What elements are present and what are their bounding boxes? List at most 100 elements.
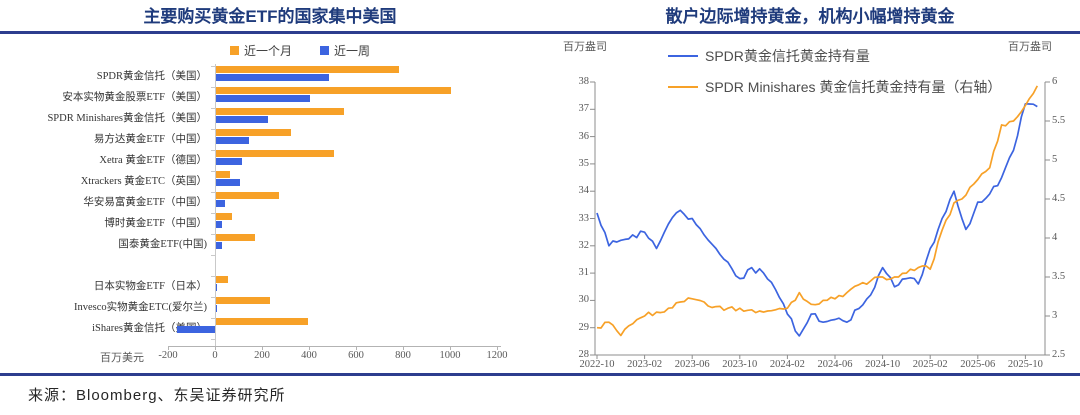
left-axis-tick-label: 33 bbox=[578, 212, 590, 224]
bar-row-tick bbox=[211, 171, 215, 172]
bar-category-label: 华安易富黄金ETF（中国） bbox=[83, 197, 207, 208]
bar-x-tick bbox=[450, 346, 451, 350]
x-axis-tick-label: 2025-10 bbox=[1007, 359, 1043, 370]
bar-category-label: 博时黄金ETF（中国） bbox=[104, 218, 207, 229]
bar-x-tick-label: 600 bbox=[348, 350, 364, 361]
bar-x-tick-label: 0 bbox=[212, 350, 218, 361]
bar-category-label: 日本实物金ETF（日本） bbox=[93, 281, 207, 292]
bar-x-tick bbox=[497, 346, 498, 350]
x-axis-tick-label: 2025-02 bbox=[912, 359, 948, 370]
bar-week bbox=[216, 74, 329, 81]
bar-week bbox=[216, 179, 240, 186]
bar-row-tick bbox=[211, 297, 215, 298]
bar-category-label: 易方达黄金ETF（中国） bbox=[93, 134, 207, 145]
bar-category-label: Invesco实物黄金ETC(爱尔兰) bbox=[74, 302, 207, 313]
bar-category-label: Xtrackers 黄金ETC（英国） bbox=[80, 176, 207, 187]
right-axis-tick-label: 2.5 bbox=[1052, 349, 1066, 360]
x-axis-tick-label: 2025-06 bbox=[960, 359, 996, 370]
bar-month bbox=[216, 192, 280, 199]
left-chart-unit-label: 百万美元 bbox=[100, 352, 144, 364]
bar-x-tick-label: -200 bbox=[158, 350, 178, 361]
bar-month bbox=[216, 108, 345, 115]
bar-x-tick-label: 1000 bbox=[439, 350, 461, 361]
x-axis-tick-label: 2024-02 bbox=[769, 359, 805, 370]
x-axis-tick-label: 2022-10 bbox=[579, 359, 615, 370]
left-chart-legend: 近一个月 近一周 bbox=[150, 42, 450, 59]
bar-row-tick bbox=[211, 339, 215, 340]
bar-x-tick-label: 800 bbox=[395, 350, 411, 361]
orange-square-icon bbox=[229, 46, 239, 55]
left-axis-tick-label: 35 bbox=[578, 157, 590, 169]
bar-row-tick bbox=[211, 213, 215, 214]
legend-item-week: 近一周 bbox=[320, 42, 370, 59]
bar-week bbox=[216, 305, 218, 312]
right-axis-tick-label: 5 bbox=[1052, 154, 1058, 165]
left-axis-tick-label: 38 bbox=[578, 76, 590, 87]
source-note: 来源：Bloomberg、东吴证券研究所 bbox=[28, 387, 286, 404]
bar-week bbox=[216, 242, 222, 249]
left-axis-tick-label: 37 bbox=[578, 103, 590, 115]
left-axis-tick-label: 29 bbox=[578, 321, 590, 333]
right-chart-left-axis-unit: 百万盎司 bbox=[563, 41, 607, 53]
bar-row-tick bbox=[211, 276, 215, 277]
right-axis-tick-label: 3.5 bbox=[1052, 271, 1066, 282]
bar-row-tick bbox=[211, 192, 215, 193]
right-axis-tick-label: 4.5 bbox=[1052, 193, 1066, 204]
bar-month bbox=[216, 171, 231, 178]
bar-category-label: 国泰黄金ETF(中国) bbox=[118, 239, 207, 250]
bar-month bbox=[216, 234, 255, 241]
bar-week bbox=[216, 221, 222, 228]
bar-row-tick bbox=[211, 87, 215, 88]
x-axis-tick-label: 2024-06 bbox=[817, 359, 853, 370]
bar-month bbox=[216, 150, 334, 157]
right-chart-legend: SPDR黄金信托黄金持有量 SPDR Minishares 黄金信托黄金持有量（… bbox=[668, 44, 1001, 106]
bar-row-tick bbox=[211, 318, 215, 319]
bar-x-tick-label: 200 bbox=[254, 350, 270, 361]
bar-week bbox=[216, 137, 249, 144]
bar-category-label: iShares黄金信托（美国） bbox=[92, 323, 207, 334]
bar-week bbox=[216, 200, 226, 207]
left-axis-tick-label: 36 bbox=[578, 130, 590, 142]
bar-week bbox=[216, 284, 218, 291]
bar-row-tick bbox=[211, 255, 215, 256]
bottom-divider-line bbox=[0, 373, 1080, 376]
left-axis-tick-label: 30 bbox=[578, 294, 590, 306]
bar-x-tick bbox=[403, 346, 404, 350]
bar-month bbox=[216, 129, 292, 136]
right-chart-right-axis-unit: 百万盎司 bbox=[1008, 41, 1052, 53]
bar-row-tick bbox=[211, 108, 215, 109]
right-axis-tick-label: 6 bbox=[1052, 76, 1058, 87]
bar-row-tick bbox=[211, 129, 215, 130]
bar-x-tick bbox=[356, 346, 357, 350]
bar-x-tick bbox=[309, 346, 310, 350]
x-axis-tick-label: 2023-02 bbox=[627, 359, 663, 370]
bar-row-tick bbox=[211, 66, 215, 67]
right-chart-title: 散户边际增持黄金，机构小幅增持黄金 bbox=[665, 7, 955, 26]
left-chart-title: 主要购买黄金ETF的国家集中美国 bbox=[143, 7, 397, 26]
bar-month bbox=[216, 213, 233, 220]
bar-x-tick bbox=[215, 346, 216, 350]
bar-x-tick-label: 1200 bbox=[486, 350, 508, 361]
blue-line-icon bbox=[668, 54, 698, 58]
legend-label-spdr: SPDR黄金信托黄金持有量 bbox=[705, 48, 870, 64]
bar-x-tick bbox=[168, 346, 169, 350]
series-line-minishares bbox=[596, 85, 1039, 337]
bar-week bbox=[216, 158, 242, 165]
bar-x-tick bbox=[262, 346, 263, 350]
bar-week bbox=[216, 116, 268, 123]
bar-month bbox=[216, 276, 228, 283]
bar-row-tick bbox=[211, 150, 215, 151]
legend-item-month: 近一个月 bbox=[229, 42, 292, 59]
legend-label-week: 近一周 bbox=[334, 44, 371, 58]
bar-x-tick-label: 400 bbox=[301, 350, 317, 361]
blue-square-icon bbox=[320, 46, 329, 55]
bar-month bbox=[216, 66, 400, 73]
bar-category-label: SPDR黄金信托（美国） bbox=[96, 71, 207, 82]
x-axis-tick-label: 2024-10 bbox=[865, 359, 901, 370]
bar-row-tick bbox=[211, 234, 215, 235]
left-axis-tick-label: 28 bbox=[578, 349, 590, 360]
legend-label-minishares: SPDR Minishares 黄金信托黄金持有量（右轴） bbox=[705, 79, 1002, 95]
x-axis-tick-label: 2023-06 bbox=[674, 359, 710, 370]
bar-month bbox=[216, 87, 451, 94]
